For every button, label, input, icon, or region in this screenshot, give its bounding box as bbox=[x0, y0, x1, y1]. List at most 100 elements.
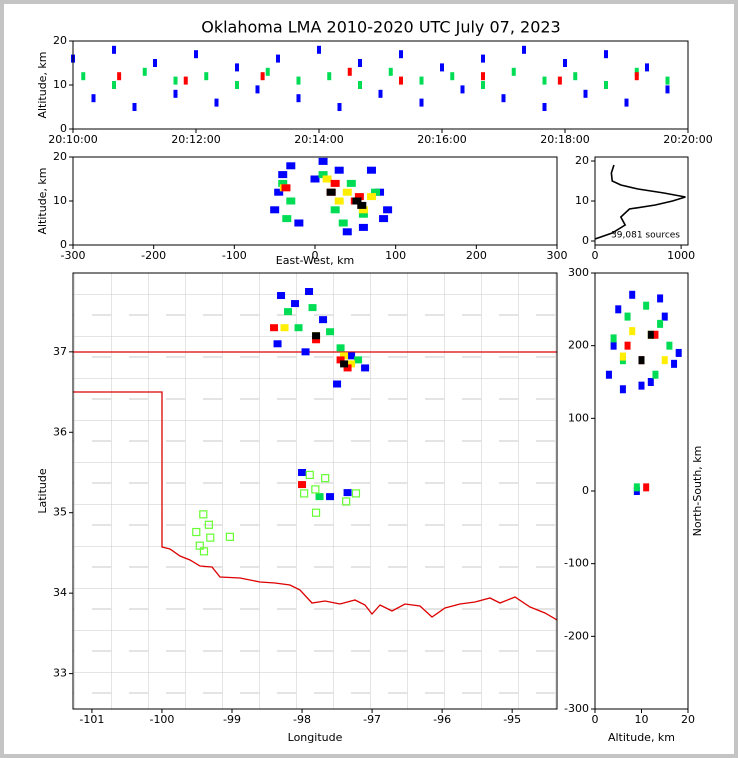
source-density bbox=[633, 483, 640, 492]
x-tick-label: -99 bbox=[223, 713, 241, 726]
source-density bbox=[563, 59, 567, 67]
x-tick-label: -98 bbox=[293, 713, 311, 726]
source-density bbox=[358, 223, 368, 231]
source-density bbox=[280, 324, 289, 332]
source-density bbox=[605, 370, 612, 379]
source-density bbox=[284, 308, 293, 316]
annotation: 39,081 sources bbox=[611, 231, 680, 241]
source-density bbox=[312, 332, 321, 340]
y-tick-label: 0 bbox=[582, 484, 589, 497]
source-density bbox=[112, 45, 116, 54]
x-tick-label: 1000 bbox=[667, 249, 695, 262]
source-density bbox=[194, 50, 198, 59]
source-density bbox=[378, 89, 383, 98]
station bbox=[199, 547, 209, 556]
source-density bbox=[647, 378, 654, 386]
y-tick-label: 34 bbox=[53, 586, 67, 599]
source-density bbox=[281, 184, 291, 192]
source-density bbox=[337, 103, 342, 111]
y-tick-label: 35 bbox=[53, 506, 67, 519]
source-density bbox=[357, 201, 367, 209]
county-lines bbox=[73, 273, 557, 709]
source-density bbox=[326, 188, 336, 196]
y-tick-label: 200 bbox=[568, 339, 589, 352]
source-density bbox=[294, 219, 304, 227]
source-density bbox=[301, 348, 310, 356]
source-density bbox=[358, 81, 362, 89]
source-density bbox=[511, 67, 516, 76]
x-tick-label: 300 bbox=[547, 249, 568, 262]
source-density bbox=[573, 72, 578, 81]
x-tick-label: -100 bbox=[222, 249, 247, 262]
x-tick-label: 20:16:00 bbox=[417, 133, 466, 146]
x-tick-label: 20:14:00 bbox=[294, 133, 343, 146]
y-tick-label: 10 bbox=[53, 194, 67, 207]
y-axis-label: Altitude, km bbox=[36, 51, 49, 118]
y-tick-label: 0 bbox=[582, 234, 589, 247]
source-density bbox=[665, 76, 670, 85]
source-density bbox=[347, 352, 356, 360]
source-density bbox=[583, 89, 588, 98]
station bbox=[195, 541, 204, 550]
source-density bbox=[153, 59, 157, 67]
source-density bbox=[354, 356, 363, 364]
source-density bbox=[274, 188, 284, 196]
station bbox=[206, 533, 215, 542]
station bbox=[311, 508, 321, 517]
source-density bbox=[354, 193, 364, 201]
source-density bbox=[214, 98, 219, 107]
y-tick-label: -200 bbox=[564, 629, 589, 642]
source-density bbox=[173, 89, 178, 98]
source-density bbox=[522, 45, 526, 54]
source-density bbox=[294, 324, 303, 332]
source-density bbox=[334, 197, 344, 205]
source-density bbox=[330, 206, 340, 214]
source-density bbox=[312, 336, 321, 344]
x-tick-label: -97 bbox=[363, 713, 381, 726]
source-density bbox=[366, 193, 376, 201]
source-density bbox=[675, 348, 682, 357]
source-density bbox=[657, 319, 664, 328]
source-density bbox=[557, 76, 562, 85]
source-density bbox=[342, 228, 352, 236]
x-tick-label: -100 bbox=[149, 713, 174, 726]
source-density bbox=[661, 312, 668, 321]
source-density bbox=[298, 468, 307, 476]
source-density bbox=[340, 360, 349, 368]
station bbox=[305, 470, 314, 480]
source-density bbox=[318, 171, 328, 179]
x-tick-label: 20:10:00 bbox=[48, 133, 97, 146]
source-density bbox=[142, 67, 147, 76]
x-axis-label: Longitude bbox=[288, 731, 343, 744]
y-axis-label: North-South, km bbox=[691, 446, 704, 537]
source-density bbox=[183, 76, 188, 85]
source-density bbox=[338, 219, 348, 227]
source-density bbox=[542, 103, 547, 111]
y-tick-label: 0 bbox=[60, 238, 67, 251]
x-tick-label: 20:18:00 bbox=[540, 133, 589, 146]
axes-frame bbox=[72, 272, 558, 710]
source-density bbox=[352, 197, 362, 205]
source-density bbox=[661, 356, 668, 365]
source-density bbox=[629, 290, 636, 299]
source-density bbox=[277, 292, 286, 300]
source-density bbox=[481, 81, 485, 89]
source-density bbox=[336, 356, 345, 364]
x-tick-label: 20:20:00 bbox=[663, 133, 712, 146]
source-density bbox=[276, 54, 280, 63]
x-tick-label: -96 bbox=[433, 713, 451, 726]
source-density bbox=[399, 50, 403, 59]
source-density bbox=[336, 344, 345, 352]
y-axis-label: Latitude bbox=[36, 468, 49, 514]
source-density bbox=[326, 328, 335, 336]
source-density bbox=[282, 215, 292, 223]
y-tick-label: 300 bbox=[568, 266, 589, 279]
source-density bbox=[638, 381, 645, 390]
source-density bbox=[270, 324, 279, 332]
source-density bbox=[298, 481, 307, 489]
source-density bbox=[619, 352, 626, 361]
source-density bbox=[278, 179, 288, 187]
x-axis-label: Altitude, km bbox=[608, 731, 675, 744]
x-tick-label: 100 bbox=[385, 249, 406, 262]
